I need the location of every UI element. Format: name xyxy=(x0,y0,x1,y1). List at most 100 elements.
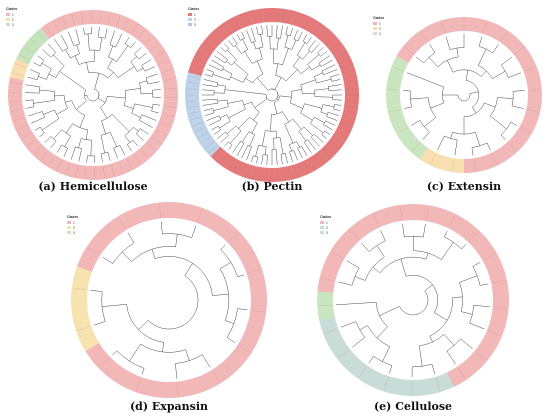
tree-branch xyxy=(307,139,316,150)
tree-branch xyxy=(115,33,123,48)
tip-label-mark xyxy=(87,247,99,255)
caption-extensin: (c) Extensin xyxy=(427,180,501,193)
tree-branch xyxy=(240,38,245,41)
tip-label-mark xyxy=(190,116,201,121)
tree-branch xyxy=(111,114,130,132)
tree-branch xyxy=(230,76,244,83)
tip-label-mark xyxy=(205,41,214,49)
tree-branch xyxy=(251,101,260,113)
clade-2-band xyxy=(9,58,29,81)
tree-branch xyxy=(282,111,290,123)
tree-branch xyxy=(124,37,130,44)
tip-label-mark xyxy=(10,82,22,85)
tree-branch xyxy=(124,43,132,48)
tree-branch xyxy=(276,25,278,38)
tree-branch xyxy=(44,136,52,143)
tree-branch xyxy=(338,281,353,286)
tree-branch xyxy=(251,28,256,42)
tip-label-mark xyxy=(57,160,63,171)
tip-label-mark xyxy=(190,69,201,74)
tree-branch xyxy=(202,84,218,87)
tip-label-mark xyxy=(205,141,214,149)
tree-branch xyxy=(273,102,278,114)
tree-branch xyxy=(132,140,139,147)
tree-branch xyxy=(368,356,374,364)
tree-branch xyxy=(452,296,463,298)
tree-branch xyxy=(259,47,263,60)
tip-label-mark xyxy=(116,15,120,27)
tip-label-mark xyxy=(192,122,203,127)
tip-label-mark xyxy=(188,111,200,115)
tip-label-mark xyxy=(500,31,508,41)
tree-branch xyxy=(292,118,302,130)
tree-branch xyxy=(405,274,438,313)
tree-branch xyxy=(272,48,274,64)
tree-branch xyxy=(459,275,478,283)
tip-label-mark xyxy=(324,328,337,334)
tip-label-mark xyxy=(527,109,539,113)
tree-branch xyxy=(242,131,250,143)
legend-label-2: 2 xyxy=(73,226,75,230)
tree-branch xyxy=(211,59,224,68)
tree-branch xyxy=(333,104,335,110)
legend-cellulose: Clades 1 2 3 xyxy=(320,215,331,235)
tree-branch xyxy=(323,69,338,75)
tip-label-mark xyxy=(177,383,179,397)
tree-branch xyxy=(50,140,57,149)
tree-branch xyxy=(508,72,521,78)
tree-branch xyxy=(90,140,92,156)
tree-branch xyxy=(65,100,72,103)
panel-extensin: Clades 1 2 3 (c) Extensin xyxy=(373,16,542,193)
tree-branch xyxy=(65,49,71,59)
tree-branch xyxy=(127,140,133,145)
legend-extensin: Clades 1 2 3 xyxy=(373,16,384,36)
tip-label-mark xyxy=(144,36,153,45)
tree-branch xyxy=(302,50,310,60)
tree-branch xyxy=(510,121,517,126)
tree-branch xyxy=(284,124,294,144)
panel-cellulose: Clades 1 2 3 (e) Cellulose xyxy=(317,204,509,413)
tip-label-mark xyxy=(404,47,413,55)
tree-branch xyxy=(145,73,158,78)
tree-branch xyxy=(446,350,456,365)
tree-branch xyxy=(500,122,512,136)
tree-branch xyxy=(425,252,429,260)
tip-label-mark xyxy=(397,127,408,134)
tree-branch xyxy=(87,33,90,51)
tree-branch xyxy=(444,135,458,141)
tip-label-mark xyxy=(318,28,326,37)
tree-branch xyxy=(275,63,279,76)
tree-branch xyxy=(333,108,341,111)
tree-branch xyxy=(261,25,264,34)
tree-branch xyxy=(372,267,380,273)
tree-branch xyxy=(64,135,71,147)
tree-branch xyxy=(203,108,213,111)
tree-branch xyxy=(241,31,245,39)
tree-branch xyxy=(284,35,289,48)
tip-label-mark xyxy=(508,142,517,152)
tree-branch xyxy=(447,60,454,73)
tip-label-mark xyxy=(322,32,331,41)
legend-label-2: 2 xyxy=(12,18,14,22)
tree-branch xyxy=(38,76,47,80)
tip-label-mark xyxy=(146,143,156,152)
tip-label-mark xyxy=(282,10,285,22)
tip-label-mark xyxy=(209,145,218,154)
tree-branch xyxy=(330,74,339,78)
tree-branch xyxy=(297,148,303,159)
tip-label-mark xyxy=(358,366,367,378)
tree-branch xyxy=(33,100,55,104)
tree-branch xyxy=(137,68,144,72)
tip-label-mark xyxy=(318,153,326,162)
tree-branch xyxy=(205,74,213,77)
tree-branch xyxy=(316,78,332,84)
tree-branch xyxy=(65,123,73,134)
tree-branch xyxy=(228,144,233,150)
tip-label-mark xyxy=(321,277,334,282)
tree-branch xyxy=(228,108,246,119)
tree-branch xyxy=(94,73,100,90)
tree-branch xyxy=(297,31,303,42)
tip-label-mark xyxy=(107,13,111,25)
tree-branch xyxy=(301,145,308,156)
